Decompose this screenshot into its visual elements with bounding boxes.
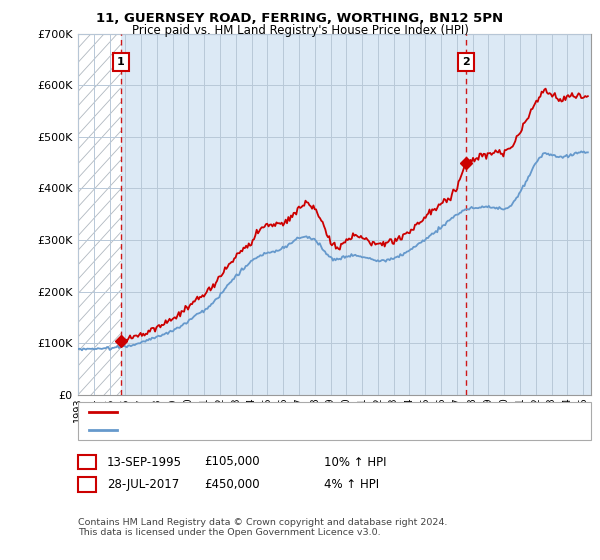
Text: 28-JUL-2017: 28-JUL-2017 <box>107 478 179 491</box>
Text: 13-SEP-1995: 13-SEP-1995 <box>107 455 182 469</box>
Text: 2: 2 <box>83 478 91 491</box>
Text: Price paid vs. HM Land Registry's House Price Index (HPI): Price paid vs. HM Land Registry's House … <box>131 24 469 36</box>
Text: 10% ↑ HPI: 10% ↑ HPI <box>324 455 386 469</box>
Text: 1: 1 <box>83 455 91 469</box>
Text: £450,000: £450,000 <box>204 478 260 491</box>
Text: Contains HM Land Registry data © Crown copyright and database right 2024.
This d: Contains HM Land Registry data © Crown c… <box>78 518 448 538</box>
Text: 4% ↑ HPI: 4% ↑ HPI <box>324 478 379 491</box>
Text: HPI: Average price, detached house, Arun: HPI: Average price, detached house, Arun <box>121 425 339 435</box>
Text: £105,000: £105,000 <box>204 455 260 469</box>
Text: 11, GUERNSEY ROAD, FERRING, WORTHING, BN12 5PN: 11, GUERNSEY ROAD, FERRING, WORTHING, BN… <box>97 12 503 25</box>
Bar <box>78 34 121 395</box>
Text: 1: 1 <box>117 57 125 67</box>
Text: 11, GUERNSEY ROAD, FERRING, WORTHING, BN12 5PN (detached house): 11, GUERNSEY ROAD, FERRING, WORTHING, BN… <box>121 407 501 417</box>
Text: 2: 2 <box>462 57 470 67</box>
